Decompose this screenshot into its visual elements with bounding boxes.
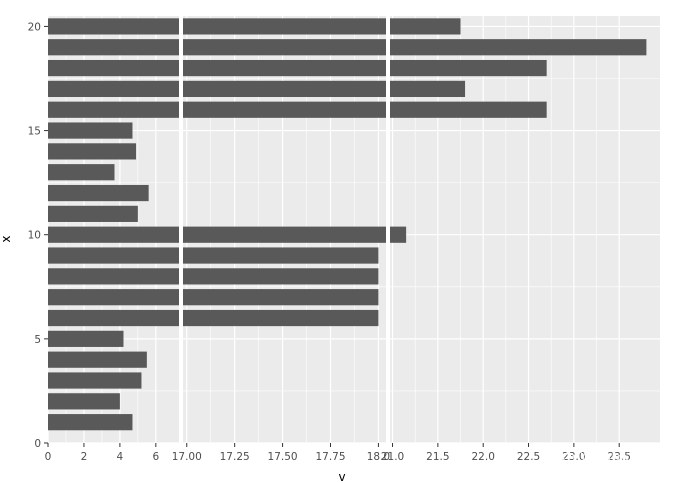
- bar: [48, 122, 133, 139]
- x-tick-label: 0: [45, 451, 52, 463]
- y-tick-label: 10: [28, 230, 41, 242]
- bar: [388, 39, 647, 56]
- bar: [181, 268, 379, 285]
- bar: [48, 39, 181, 56]
- y-tick-label: 0: [34, 438, 41, 450]
- bar: [48, 226, 181, 243]
- bar: [48, 205, 138, 222]
- x-tick-label: 17.75: [315, 451, 345, 463]
- watermark: YuLabSMU: [553, 444, 651, 465]
- bar: [48, 184, 149, 202]
- bar: [48, 164, 115, 181]
- bar: [48, 18, 181, 35]
- x-tick-label: 17.50: [268, 451, 298, 463]
- axis-break-gap: [386, 16, 390, 443]
- bar: [388, 226, 407, 243]
- y-axis-title: x: [0, 235, 13, 242]
- wechat-icon: [553, 444, 576, 464]
- bar: [388, 80, 466, 98]
- x-tick-label: 17.00: [172, 451, 202, 463]
- x-axis-title: v: [338, 470, 345, 483]
- bar: [181, 39, 388, 56]
- y-tick-label: 15: [28, 126, 41, 138]
- bar: [48, 289, 181, 306]
- bar: [48, 351, 147, 368]
- bar: [181, 309, 379, 327]
- y-axis: 0 5 10 15 20: [28, 21, 48, 450]
- bar: [181, 80, 388, 98]
- bar: [181, 247, 379, 264]
- bar: [181, 289, 379, 306]
- bar: [388, 101, 547, 118]
- x-tick-label: 2: [81, 451, 88, 463]
- watermark-text: YuLabSMU: [578, 449, 651, 465]
- x-axis: 0 2 4 6 17.00 17.25 17.50 17.75 18.021.0 21.5 22.0…: [45, 443, 631, 463]
- bar: [388, 18, 461, 35]
- y-tick-label: 5: [34, 334, 41, 346]
- bar: [48, 393, 120, 410]
- bar: [48, 101, 181, 118]
- bar: [181, 226, 388, 243]
- x-tick-label: 22.5: [517, 451, 540, 463]
- bar: [388, 59, 547, 77]
- bar: [48, 268, 181, 285]
- y-tick-label: 20: [28, 21, 41, 33]
- x-tick-label: 4: [117, 451, 124, 463]
- x-tick-label: 21.5: [426, 451, 449, 463]
- x-tick-label: 22.0: [472, 451, 495, 463]
- bar: [48, 247, 181, 264]
- bars: [48, 18, 647, 431]
- axis-break-gap: [179, 16, 183, 443]
- bar: [181, 101, 388, 118]
- x-tick-label: 21.0: [381, 451, 404, 463]
- bar: [48, 80, 181, 98]
- x-tick-label: 23.5: [608, 451, 631, 463]
- x-tick-label: 18.0: [367, 451, 390, 463]
- bar: [48, 143, 137, 160]
- bar: [181, 18, 388, 35]
- x-tick-label: 6: [152, 451, 159, 463]
- bar: [48, 309, 181, 327]
- bar: [48, 330, 124, 347]
- bar: [181, 59, 388, 77]
- x-tick-label: 17.25: [220, 451, 250, 463]
- bar: [48, 372, 142, 389]
- axis-break-gaps: [179, 16, 390, 443]
- bar: [48, 59, 181, 77]
- bar: [48, 414, 133, 431]
